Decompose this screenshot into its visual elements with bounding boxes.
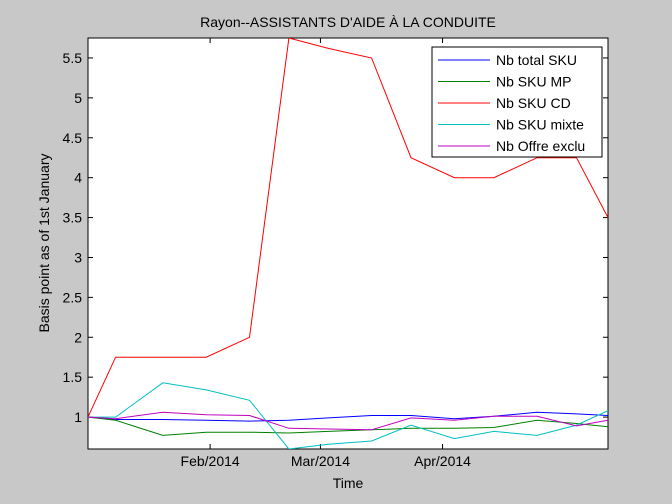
legend-label: Nb SKU mixte [496, 117, 584, 133]
series-line-5 [88, 411, 608, 431]
y-axis-label: Basis point as of 1st January [36, 154, 52, 333]
series-line-3 [88, 38, 608, 418]
y-tick-label: 4 [74, 170, 82, 186]
y-tick-label: 5 [74, 90, 82, 106]
legend-label: Nb SKU CD [496, 95, 571, 111]
x-tick-label: Apr/2014 [414, 453, 471, 469]
chart-title: Rayon--ASSISTANTS D'AIDE À LA CONDUITE [200, 14, 496, 30]
series-line-1 [88, 411, 608, 422]
series-line-2 [88, 416, 608, 436]
legend: Nb total SKU Nb SKU MP Nb SKU CD Nb SKU mix… [431, 46, 603, 158]
x-tick-label: Mar/2014 [291, 453, 350, 469]
y-tick-label: 5.5 [63, 50, 83, 66]
legend-box [431, 46, 603, 158]
y-tick-label: 2 [74, 329, 82, 345]
y-tick-label: 4.5 [63, 130, 83, 146]
y-tick-label: 1 [74, 409, 82, 425]
x-axis-label: Time [333, 475, 364, 491]
x-tick-label: Feb/2014 [181, 453, 240, 469]
y-tick-label: 3 [74, 249, 82, 265]
series-lines [88, 38, 608, 449]
x-axis-ticks: Feb/2014 Mar/2014 Apr/2014 [181, 38, 471, 469]
y-tick-label: 1.5 [63, 369, 83, 385]
y-axis-ticks: 1 1.5 2 2.5 3 3.5 4 4.5 5 5.5 [63, 50, 608, 425]
y-tick-label: 2.5 [63, 289, 83, 305]
legend-label: Nb total SKU [496, 52, 577, 68]
y-tick-label: 3.5 [63, 210, 83, 226]
series-line-4 [88, 382, 608, 449]
legend-label: Nb SKU MP [496, 74, 571, 90]
legend-label: Nb Offre exclu [496, 138, 585, 154]
